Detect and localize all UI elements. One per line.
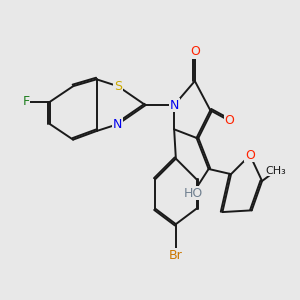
- Text: O: O: [190, 45, 200, 58]
- Text: HO: HO: [184, 187, 203, 200]
- Text: O: O: [245, 149, 255, 162]
- Text: CH₃: CH₃: [266, 166, 286, 176]
- Text: N: N: [169, 99, 179, 112]
- Text: S: S: [114, 80, 122, 93]
- Text: O: O: [224, 114, 234, 127]
- Text: Br: Br: [169, 249, 183, 262]
- Text: F: F: [22, 95, 29, 108]
- Text: N: N: [113, 118, 123, 130]
